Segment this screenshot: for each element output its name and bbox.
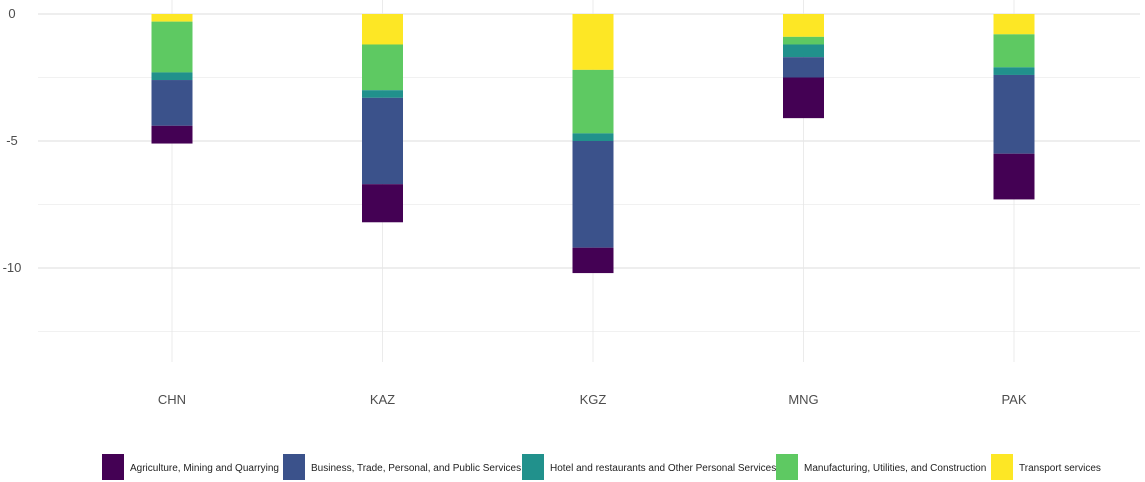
bar-segment-kgz-business-trade-personal-and-public-services: [572, 141, 614, 248]
bar-segment-kaz-hotel-and-restaurants-and-other-personal-services: [362, 90, 403, 98]
bar-segment-pak-business-trade-personal-and-public-services: [993, 74, 1035, 154]
y-tick-label: -5: [6, 133, 18, 148]
x-tick-label: CHN: [158, 392, 186, 407]
y-tick-label: 0: [8, 6, 15, 21]
legend-swatch: [776, 454, 798, 480]
bar-segment-pak-hotel-and-restaurants-and-other-personal-services: [993, 67, 1035, 75]
legend-item-business-trade-personal-and-public-services: Business, Trade, Personal, and Public Se…: [283, 454, 521, 480]
legend-label: Manufacturing, Utilities, and Constructi…: [804, 463, 986, 474]
legend-label: Transport services: [1019, 463, 1101, 474]
y-axis-ticks: 0 -5 -10: [3, 6, 22, 275]
legend-swatch: [102, 454, 124, 480]
legend-label: Agriculture, Mining and Quarrying: [130, 463, 279, 474]
bar-segment-mng-agriculture-mining-and-quarrying: [783, 77, 824, 119]
bar-segment-chn-hotel-and-restaurants-and-other-personal-services: [151, 72, 193, 81]
x-tick-label: KGZ: [580, 392, 607, 407]
legend-label: Hotel and restaurants and Other Personal…: [550, 463, 776, 474]
bar-segment-kaz-transport-services: [362, 14, 403, 45]
bar-segment-kgz-manufacturing-utilities-and-construction: [572, 69, 614, 134]
x-axis-ticks: CHN KAZ KGZ MNG PAK: [158, 392, 1027, 407]
bar-segment-kgz-transport-services: [572, 14, 614, 70]
bar-segment-kgz-hotel-and-restaurants-and-other-personal-services: [572, 133, 614, 141]
legend-item-transport-services: Transport services: [991, 454, 1101, 480]
x-tick-label: MNG: [788, 392, 818, 407]
x-tick-label: KAZ: [370, 392, 395, 407]
bar-segment-kaz-business-trade-personal-and-public-services: [362, 97, 403, 185]
bar-segment-pak-agriculture-mining-and-quarrying: [993, 153, 1035, 200]
legend-swatch: [991, 454, 1013, 480]
bar-segment-mng-manufacturing-utilities-and-construction: [783, 36, 824, 45]
y-tick-label: -10: [3, 260, 22, 275]
bar-segment-pak-transport-services: [993, 14, 1035, 35]
bar-segment-chn-manufacturing-utilities-and-construction: [151, 21, 193, 73]
bar-segment-mng-hotel-and-restaurants-and-other-personal-services: [783, 44, 824, 58]
bar-segment-chn-agriculture-mining-and-quarrying: [151, 125, 193, 144]
bar-segment-pak-manufacturing-utilities-and-construction: [993, 34, 1035, 68]
bar-segment-chn-transport-services: [151, 14, 193, 22]
bar-segment-kgz-agriculture-mining-and-quarrying: [572, 247, 614, 274]
legend: Agriculture, Mining and Quarrying Busines…: [102, 454, 1101, 480]
legend-item-hotel-and-restaurants-and-other-personal-services: Hotel and restaurants and Other Personal…: [522, 454, 776, 480]
legend-item-agriculture-mining-and-quarrying: Agriculture, Mining and Quarrying: [102, 454, 279, 480]
legend-item-manufacturing-utilities-and-construction: Manufacturing, Utilities, and Constructi…: [776, 454, 986, 480]
bar-segment-mng-business-trade-personal-and-public-services: [783, 57, 824, 78]
bar-segment-mng-transport-services: [783, 14, 824, 37]
bar-segment-kaz-agriculture-mining-and-quarrying: [362, 184, 403, 223]
bars: [151, 14, 1035, 274]
legend-swatch: [522, 454, 544, 480]
bar-segment-kaz-manufacturing-utilities-and-construction: [362, 44, 403, 91]
bar-segment-chn-business-trade-personal-and-public-services: [151, 80, 193, 126]
x-tick-label: PAK: [1001, 392, 1026, 407]
legend-label: Business, Trade, Personal, and Public Se…: [311, 463, 521, 474]
legend-swatch: [283, 454, 305, 480]
